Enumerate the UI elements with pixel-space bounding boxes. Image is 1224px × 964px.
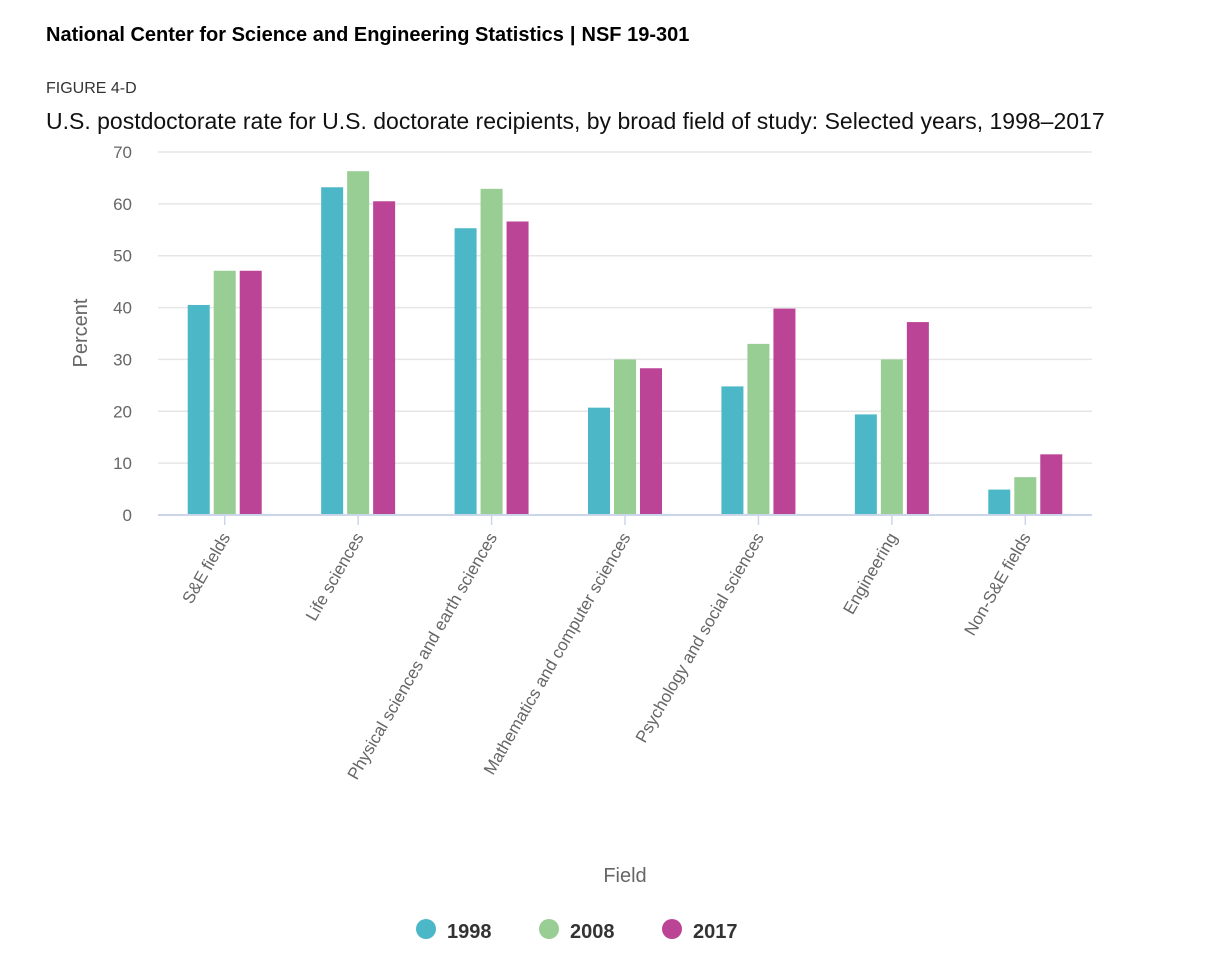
- x-category-label: Engineering: [839, 530, 901, 618]
- y-axis-ticks: 0 10 20 30 40 50 60 70: [113, 143, 132, 525]
- report-number: NSF 19-301: [581, 24, 690, 46]
- bars: [187, 171, 1063, 516]
- bar-1998-5: [854, 414, 877, 515]
- x-category-label: Non-S&E fields: [961, 530, 1035, 639]
- y-tick-label: 0: [123, 506, 132, 525]
- y-tick-label: 60: [113, 195, 132, 214]
- legend-swatch-2008: [539, 919, 559, 939]
- x-axis: [158, 514, 1092, 525]
- y-tick-label: 70: [113, 143, 132, 162]
- bar-1998-1: [321, 187, 344, 515]
- legend-swatch-1998: [416, 919, 436, 939]
- bar-2008-3: [614, 359, 636, 515]
- header-separator: |: [569, 24, 576, 46]
- bar-2008-4: [747, 343, 770, 515]
- bar-2017-6: [1040, 454, 1063, 515]
- bar-1998-4: [721, 386, 744, 515]
- bar-2008-6: [1014, 477, 1037, 515]
- bar-1998-0: [187, 304, 210, 515]
- x-category-label: Psychology and social sciences: [632, 530, 768, 747]
- org-name: National Center for Science and Engineer…: [46, 24, 564, 46]
- bar-2017-5: [906, 322, 929, 515]
- y-tick-label: 20: [113, 402, 132, 421]
- bar-2017-0: [239, 270, 262, 515]
- report-header: National Center for Science and Engineer…: [46, 24, 689, 47]
- legend: 1998 2008 2017: [416, 919, 738, 943]
- bar-2008-2: [480, 188, 503, 515]
- legend-item-label: 1998: [447, 921, 492, 943]
- bar-1998-6: [988, 489, 1011, 515]
- y-tick-label: 10: [113, 454, 132, 473]
- bar-2008-5: [880, 359, 903, 515]
- legend-item-label: 2017: [693, 921, 738, 943]
- x-category-label: Life sciences: [302, 530, 368, 625]
- x-category-label: Physical sciences and earth sciences: [344, 530, 501, 783]
- bar-2017-3: [640, 368, 662, 515]
- bar-1998-3: [588, 407, 610, 515]
- bar-2008-0: [213, 270, 236, 515]
- bar-2017-1: [373, 201, 396, 515]
- y-tick-label: 40: [113, 299, 132, 318]
- x-category-label: S&E fields: [179, 530, 235, 607]
- y-tick-label: 50: [113, 247, 132, 266]
- legend-swatch-2017: [662, 919, 682, 939]
- x-category-label: Mathematics and computer sciences: [480, 530, 634, 778]
- bar-2017-4: [773, 308, 796, 515]
- figure-title: U.S. postdoctorate rate for U.S. doctora…: [46, 108, 1105, 134]
- figure-label: FIGURE 4-D: [46, 80, 137, 97]
- bar-2008-1: [347, 171, 370, 516]
- x-axis-title: Field: [603, 865, 646, 887]
- bar-1998-2: [454, 228, 477, 516]
- bar-2017-2: [506, 221, 529, 515]
- y-axis-title: Percent: [70, 298, 92, 367]
- y-tick-label: 30: [113, 350, 132, 369]
- legend-item-label: 2008: [570, 921, 615, 943]
